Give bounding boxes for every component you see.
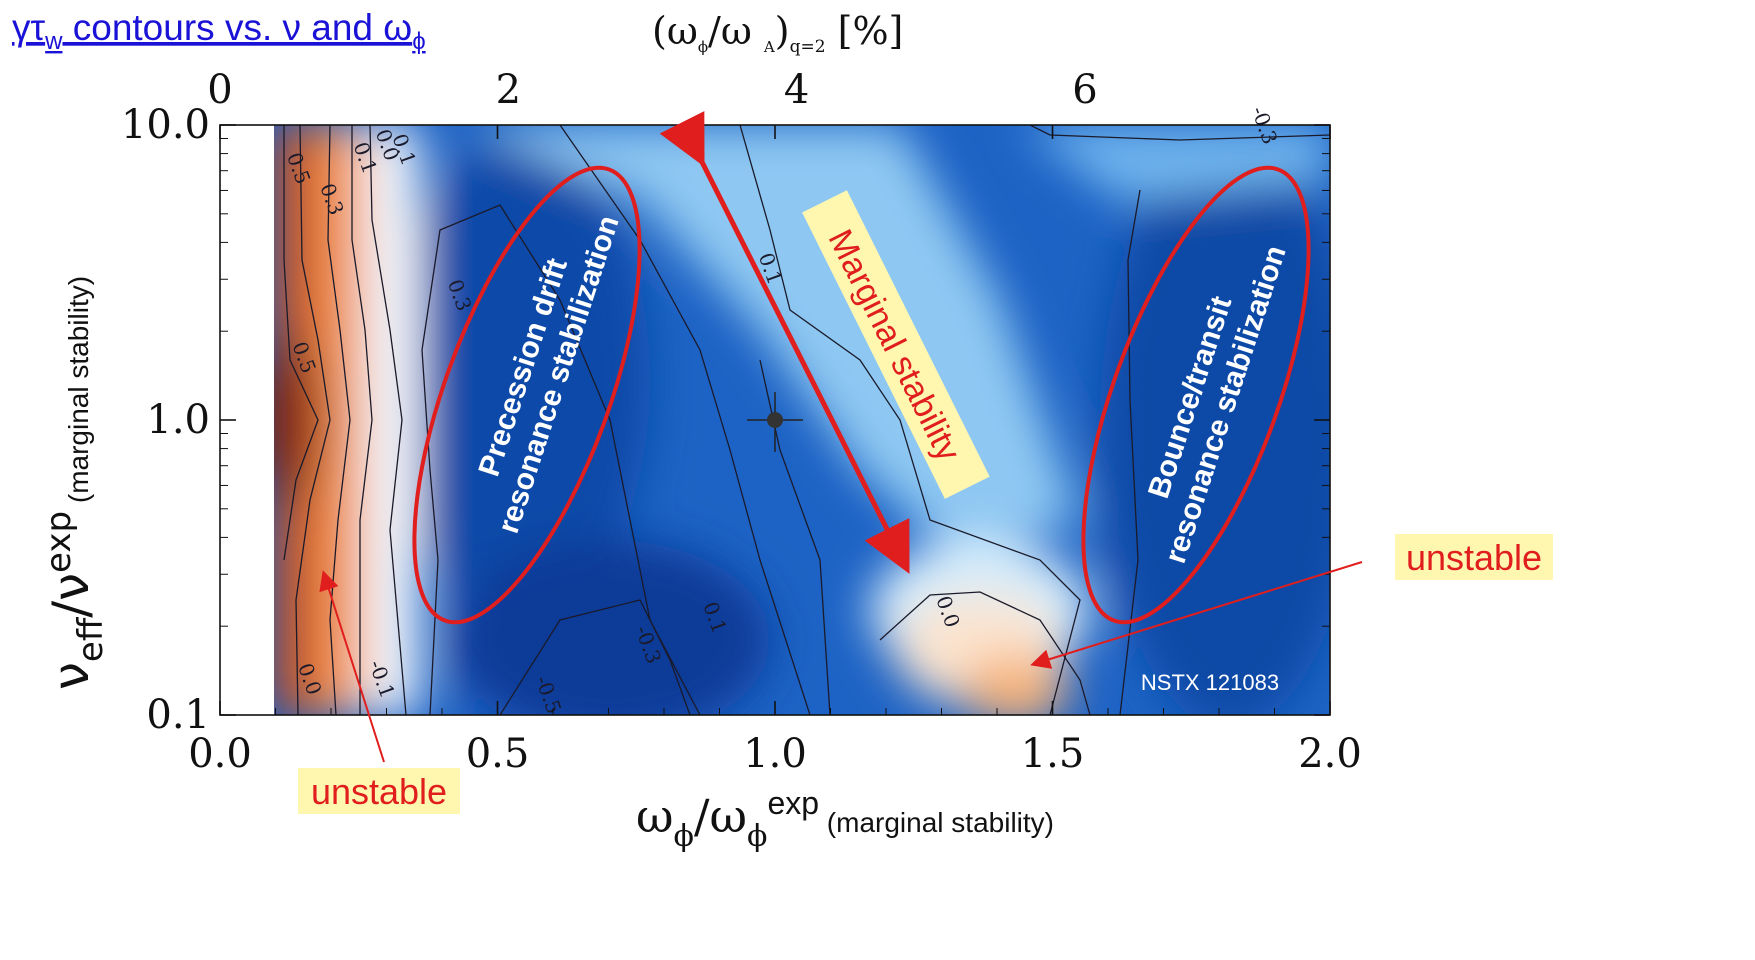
marginal-arrow [659, 111, 910, 574]
contour-0.0-blob [879, 591, 1091, 715]
top-tick-label: 4 [784, 67, 809, 113]
x-tick-label: 0.0 [188, 731, 252, 777]
x-tick-label: 1.0 [743, 731, 807, 777]
y-tick-label: 10.0 [121, 102, 210, 148]
contour-0.3-left [295, 125, 331, 715]
contour-neg0.5 [499, 599, 691, 715]
unstable-left-arrow [319, 570, 385, 763]
y-axis-title: νeff/νexp (marginal stability) [39, 276, 111, 690]
bounce-ellipse [1081, 165, 1311, 625]
unstable-left-bg [298, 768, 460, 814]
y-tick-label: 0.1 [146, 692, 210, 738]
unstable-right-label: unstable [1406, 537, 1542, 578]
top-tick-label: 6 [1072, 67, 1097, 113]
axes: 0.0 0.5 1.0 1.5 2.0 0 2 4 6 0.1 1.0 10.0 [121, 67, 1362, 777]
contour-0.1-left [327, 125, 351, 715]
contour-neg0.3-upper [421, 204, 701, 715]
unstable-right-arrow [1030, 561, 1363, 669]
shot-label: NSTX 121083 [1141, 670, 1279, 695]
top-tick-label: 0 [207, 67, 232, 113]
subscript-w: w [44, 28, 63, 55]
precession-ellipse [412, 165, 642, 625]
unstable-right-bg [1395, 534, 1553, 580]
gamma-tau-text: γτ [12, 7, 46, 48]
top-tick-label: 2 [496, 67, 521, 113]
x-axis-title: ωϕ/ωϕexp (marginal stability) [636, 785, 1054, 854]
contour-0.5-left [283, 125, 319, 561]
contour-0.0-left [351, 125, 373, 715]
x-tick-label: 0.5 [466, 731, 530, 777]
x-tick-label: 2.0 [1298, 731, 1362, 777]
subscript-phi: ϕ [412, 28, 425, 55]
unstable-left-label: unstable [311, 771, 447, 812]
reference-point [767, 412, 783, 428]
x-tick-label: 1.5 [1021, 731, 1085, 777]
title-contours-text: contours vs. ν and ω [62, 7, 412, 48]
slide-title-link[interactable]: γτw contours vs. ν and ωϕ [12, 7, 426, 55]
y-tick-label: 1.0 [146, 397, 210, 443]
contour-neg0.1-left [369, 125, 407, 715]
contour-neg0.5-right [1119, 189, 1141, 715]
contour-neg0.3-right [1029, 125, 1330, 141]
top-axis-title: (ωϕ/ω A)q=2 [%] [652, 9, 903, 57]
